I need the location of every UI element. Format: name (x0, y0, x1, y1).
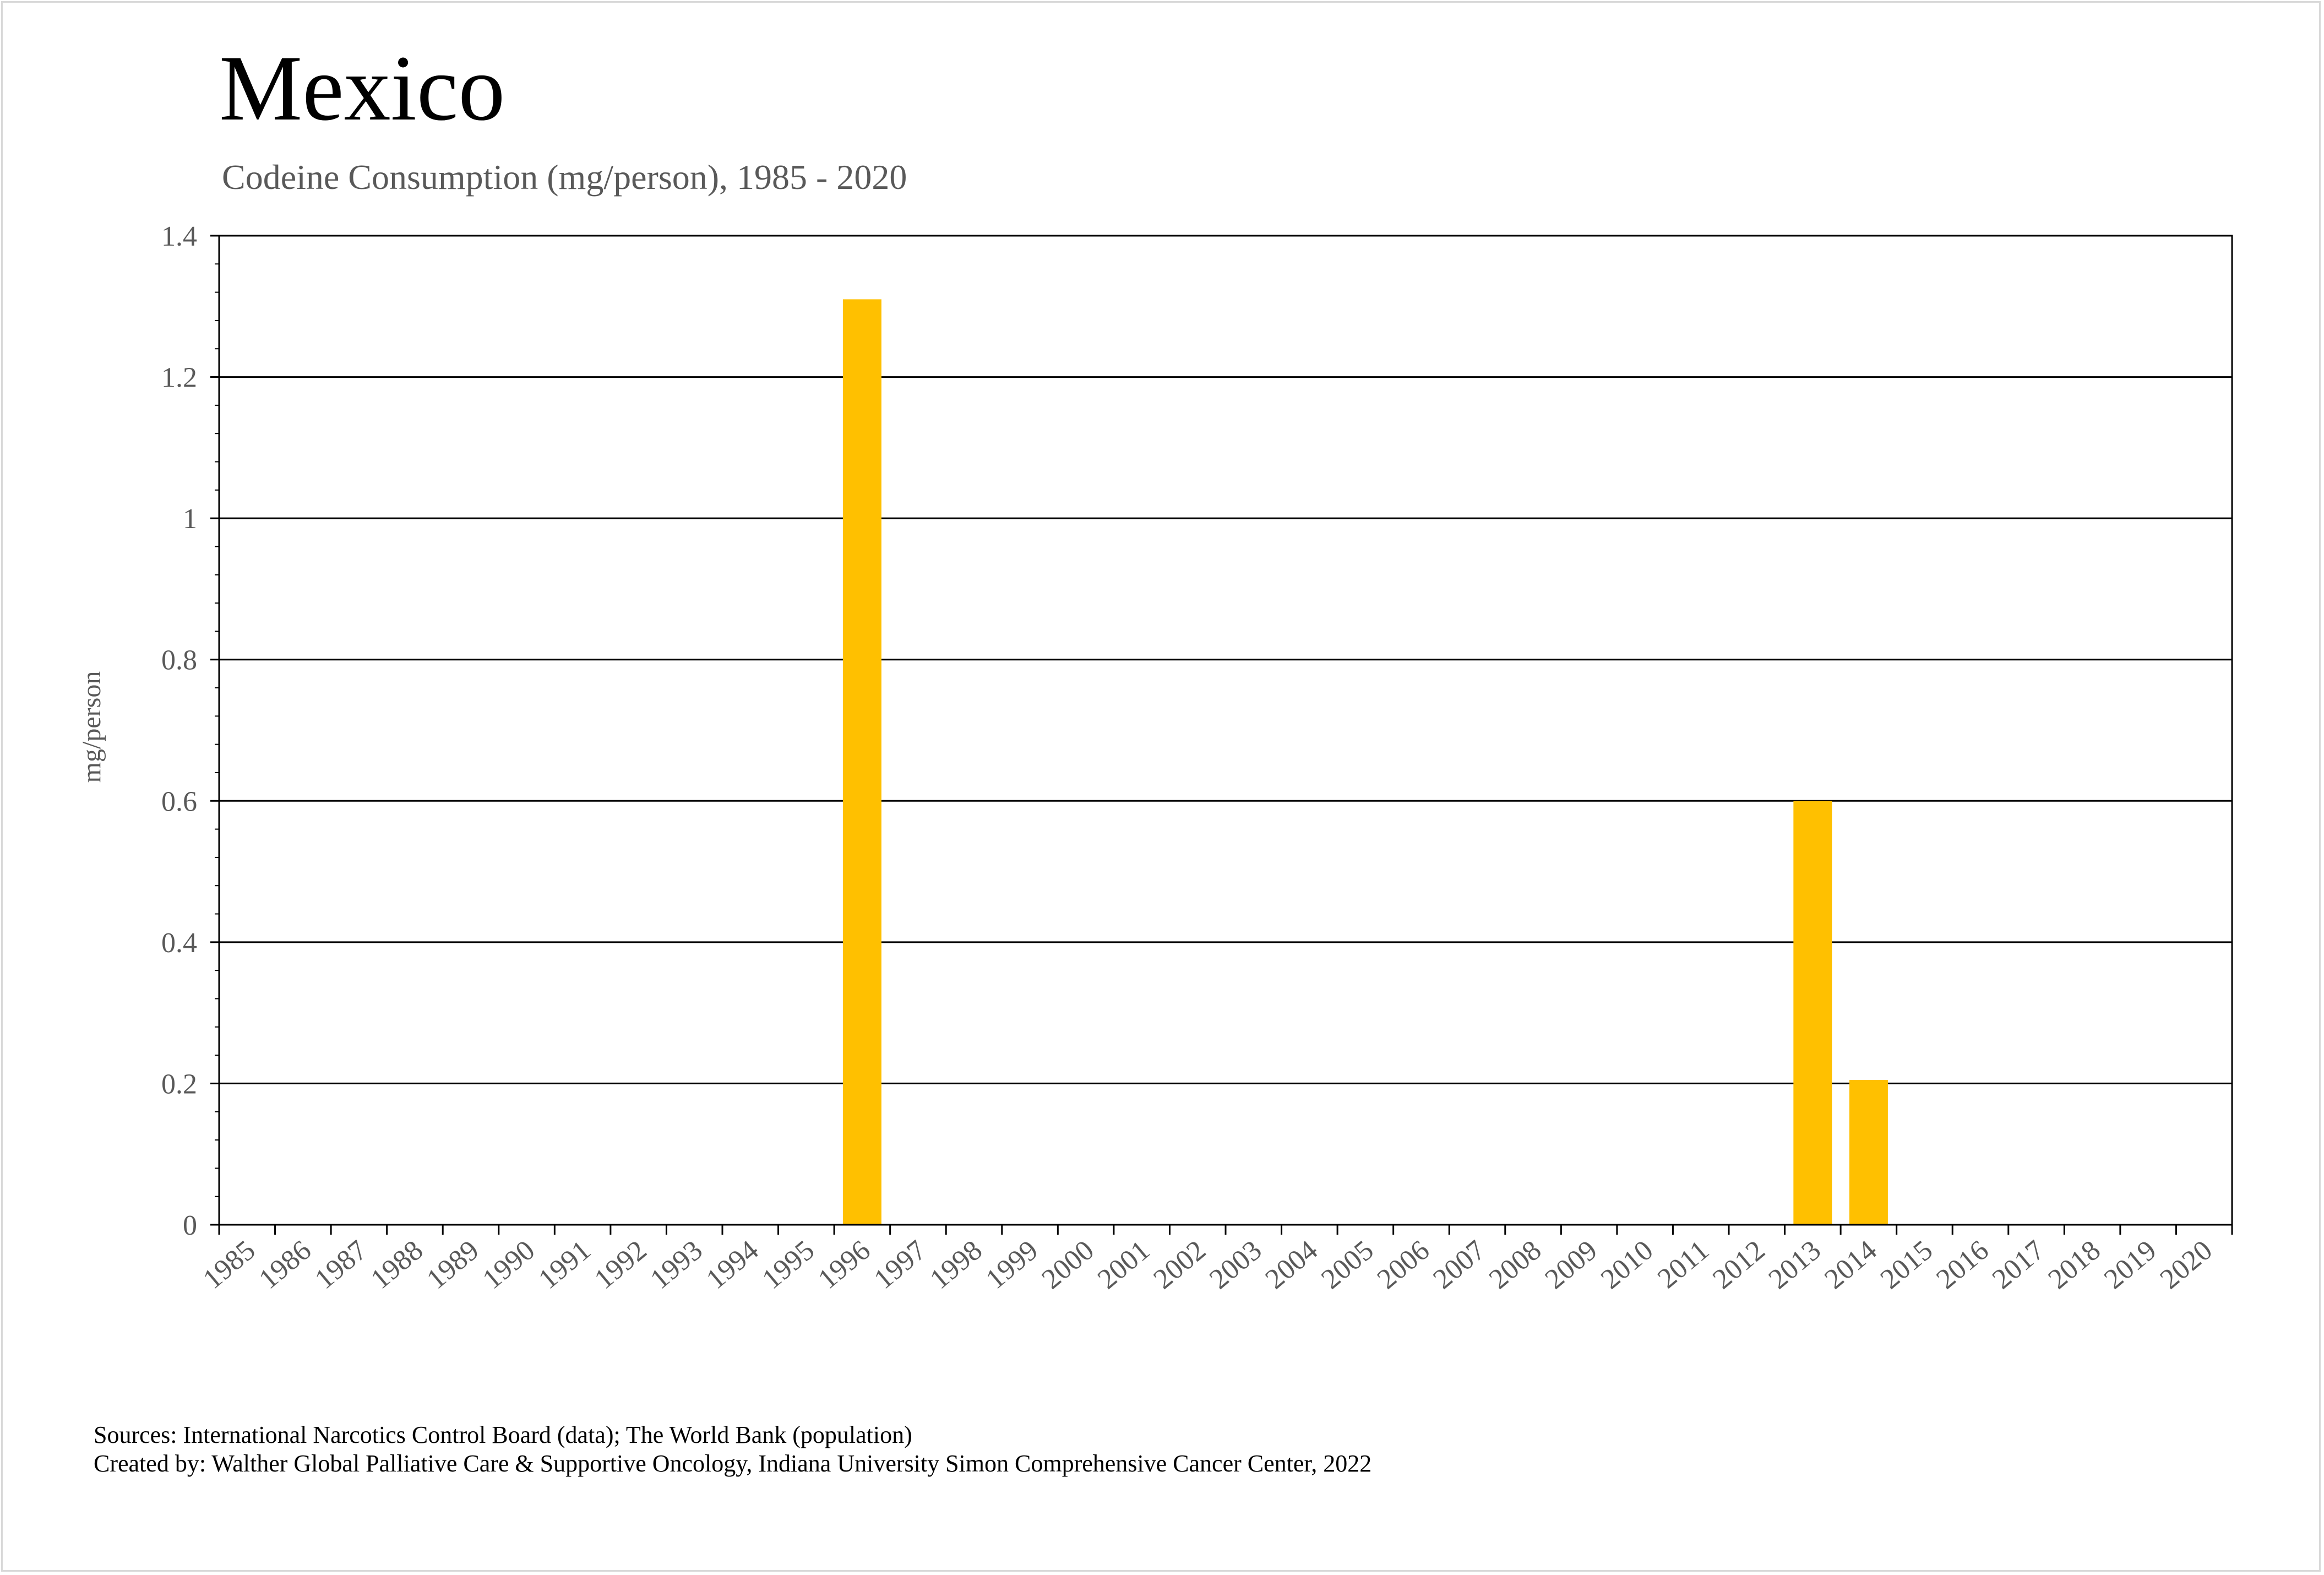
x-tick-label: 2006 (1371, 1235, 1435, 1296)
y-tick-label: 1.4 (161, 221, 197, 252)
x-tick-label: 2019 (2098, 1235, 2162, 1296)
x-tick-label: 2012 (1707, 1235, 1771, 1296)
x-tick-label: 2002 (1148, 1235, 1212, 1296)
x-tick-label: 2003 (1204, 1235, 1267, 1296)
tick-labels: 0 0.2 0.4 0.6 0.8 1 1.2 1.4 19851986198719881989… (161, 221, 2218, 1295)
x-tick-label: 1997 (868, 1235, 932, 1296)
x-tick-label: 2014 (1819, 1235, 1882, 1296)
x-tick-label: 2016 (1930, 1235, 1994, 1296)
x-tick-label: 1989 (421, 1235, 485, 1296)
x-tick-label: 2004 (1260, 1235, 1324, 1296)
x-tick-label: 2007 (1427, 1235, 1491, 1296)
x-tick-label: 2010 (1595, 1235, 1659, 1296)
x-tick-label: 1986 (253, 1235, 317, 1296)
x-tick-label: 1993 (645, 1235, 709, 1296)
x-tick-label: 1998 (924, 1235, 988, 1296)
x-tick-label: 2013 (1763, 1235, 1827, 1296)
x-tick-label: 1991 (533, 1235, 597, 1296)
chart-subtitle: Codeine Consumption (mg/person), 1985 - … (222, 158, 907, 197)
chart-title: Mexico (219, 36, 505, 140)
x-tick-label: 1987 (309, 1235, 373, 1296)
x-tick-label: 1995 (756, 1235, 820, 1296)
x-tick-label: 1996 (812, 1235, 876, 1296)
footer-sources: Sources: International Narcotics Control… (94, 1421, 912, 1448)
x-tick-label: 2018 (2043, 1235, 2107, 1296)
x-tick-label: 1988 (365, 1235, 429, 1296)
x-tick-label: 2001 (1092, 1235, 1156, 1296)
bar-2014 (1849, 1080, 1888, 1225)
y-tick-label: 0.2 (161, 1068, 197, 1100)
x-tick-label: 1985 (197, 1235, 261, 1296)
bar-1996 (842, 299, 881, 1225)
footer-created-by: Created by: Walther Global Palliative Ca… (94, 1450, 1372, 1477)
y-tick-label: 0.8 (161, 645, 197, 676)
x-tick-label: 2005 (1315, 1235, 1379, 1296)
x-tick-label: 2011 (1652, 1235, 1715, 1295)
x-tick-label: 2015 (1875, 1235, 1939, 1296)
gridlines (219, 376, 2232, 1084)
y-tick-label: 1.2 (161, 362, 197, 394)
y-tick-label: 1 (183, 503, 197, 535)
x-tick-label: 1992 (589, 1235, 652, 1296)
x-tick-label: 2017 (1986, 1235, 2050, 1296)
x-tick-label: 2020 (2154, 1235, 2218, 1296)
x-tick-label: 1994 (700, 1235, 764, 1296)
y-tick-label: 0 (183, 1210, 197, 1241)
y-axis-title: mg/person (77, 671, 106, 783)
axes (210, 235, 2233, 1235)
bar-2013 (1793, 801, 1832, 1225)
plot-border (218, 235, 2233, 1226)
x-tick-label: 2000 (1036, 1235, 1100, 1296)
x-tick-label: 2008 (1483, 1235, 1547, 1296)
y-tick-label: 0.4 (161, 927, 197, 959)
x-tick-label: 1999 (980, 1235, 1044, 1296)
x-tick-label: 2009 (1539, 1235, 1603, 1296)
x-tick-label: 1990 (477, 1235, 541, 1296)
y-tick-label: 0.6 (161, 786, 197, 817)
bars (842, 299, 1888, 1225)
